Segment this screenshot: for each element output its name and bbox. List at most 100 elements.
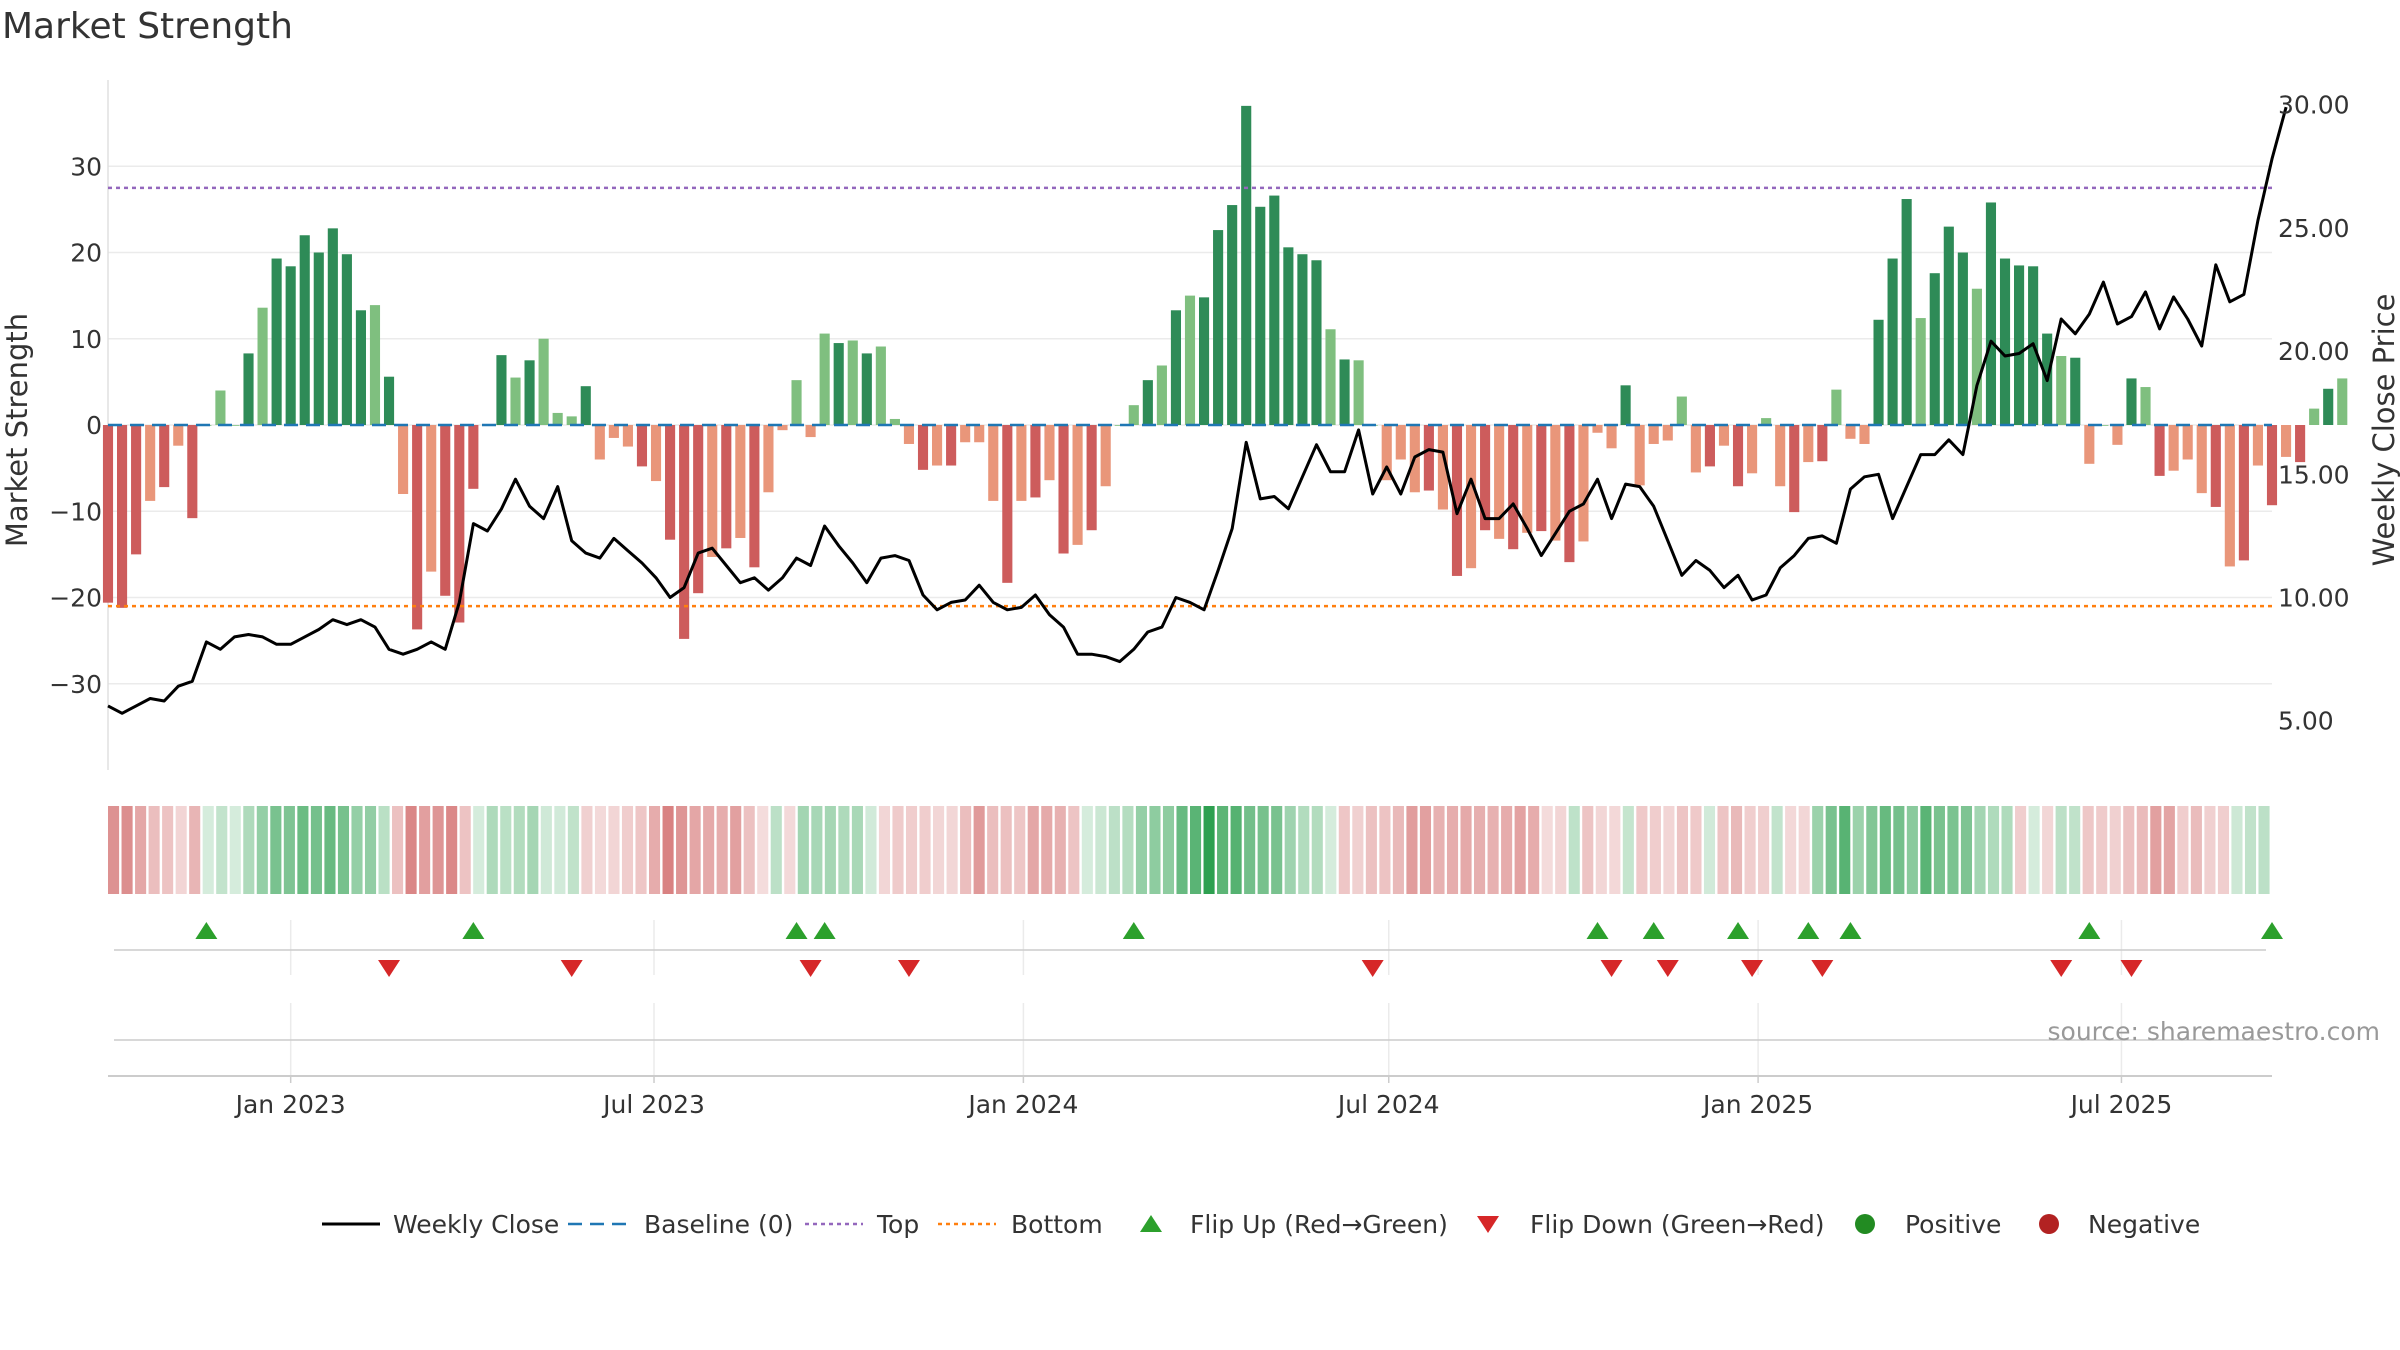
y-right-tick-label: 20.00 [2278,337,2350,366]
strength-bar [341,254,352,425]
heat-cell [1514,806,1526,894]
heat-cell [446,806,458,894]
heat-cell [1352,806,1364,894]
strength-bar [932,425,943,466]
heat-cell [270,806,282,894]
strength-bar [243,353,254,425]
heat-cell [1933,806,1945,894]
heat-cell [689,806,701,894]
heat-cell [297,806,309,894]
y-right-axis-title: Weekly Close Price [2367,294,2400,567]
legend-label: Baseline (0) [644,1210,793,1239]
heat-cell [1095,806,1107,894]
heat-cell [743,806,755,894]
y-left-tick-label: 10 [70,325,102,354]
heat-cell [811,806,823,894]
flip-down-marker [1811,960,1834,977]
strength-bar [496,355,507,425]
heat-cell [1785,806,1797,894]
heat-cell [730,806,742,894]
legend-key-flip-down [1477,1216,1499,1233]
y-left-axis-title: Market Strength [0,313,34,547]
strength-bar [1016,425,1027,501]
heat-cell [1379,806,1391,894]
legend: Weekly Close Baseline (0) Top Bottom Flip Up… [322,1210,2200,1239]
strength-bar [707,425,718,557]
heat-cell [229,806,241,894]
x-tick-label: Jul 2024 [1336,1090,1440,1119]
strength-bar [1929,273,1940,425]
strength-bar [1578,425,1589,542]
heat-cell [1609,806,1621,894]
strength-bar [791,380,802,425]
strength-bar [468,425,479,489]
strength-bar [1845,425,1856,439]
legend-label: Positive [1905,1210,2001,1239]
heat-cell [824,806,836,894]
flip-up-marker [195,922,218,939]
flip-up-marker [462,922,485,939]
heat-cell [838,806,850,894]
heat-cell [1812,806,1824,894]
strength-bar [1957,252,1968,425]
strength-bar [679,425,690,639]
strength-bar [2309,408,2320,425]
strength-bar [988,425,999,501]
heat-cell [1825,806,1837,894]
strength-bar [215,390,226,425]
strength-bar [1255,206,1266,425]
heat-cell [594,806,606,894]
heat-cell [1068,806,1080,894]
strength-bar [1227,205,1238,425]
strength-bar [187,425,198,519]
strength-bar [2098,425,2109,426]
strength-bar [1718,425,1730,446]
strength-bar [1887,258,1898,425]
strength-bar [763,425,774,493]
strength-bar [1241,105,1252,425]
heat-cell [2028,806,2040,894]
heat-cell [2163,806,2175,894]
strength-bar [608,425,619,438]
heat-cell [378,806,390,894]
flip-up-marker [1122,922,1145,939]
strength-bar [1283,247,1294,425]
heat-cell [851,806,863,894]
y-left-tick-label: −10 [49,497,102,526]
heat-cell [432,806,444,894]
y-right-tick-label: 5.00 [2278,707,2334,736]
heat-cell [1244,806,1256,894]
strength-bar [1184,295,1196,425]
strength-bar [1311,260,1322,425]
flip-up-marker [1839,922,1862,939]
heat-cell [2244,806,2257,894]
heat-cell [621,806,634,894]
strength-bar [1480,425,1491,531]
strength-bar [1859,425,1870,444]
heat-cell [459,806,471,894]
heat-cell [703,806,715,894]
heat-cell [2177,806,2189,894]
strength-bar [2280,425,2292,457]
strength-bar [1170,310,1182,425]
heat-cell [1203,806,1215,894]
flip-up-marker [2078,922,2101,939]
strength-bar [1999,258,2011,425]
strength-bar [594,425,605,460]
strength-bar [1508,425,1519,550]
heat-cell [148,806,160,894]
strength-bar [145,425,156,501]
heat-cell [1392,806,1404,894]
strength-bar [875,346,886,425]
strength-bar [271,258,282,425]
strength-bar [1943,226,1954,425]
heat-cell [1501,806,1513,894]
x-tick-label: Jan 2023 [234,1090,346,1119]
heat-cell [1054,806,1066,894]
legend-label: Top [876,1210,919,1239]
strength-bar [398,425,409,494]
heat-cell [770,806,782,894]
y-right-tick-label: 30.00 [2278,91,2350,120]
heat-cell [567,806,579,894]
heat-cell [1568,806,1580,894]
